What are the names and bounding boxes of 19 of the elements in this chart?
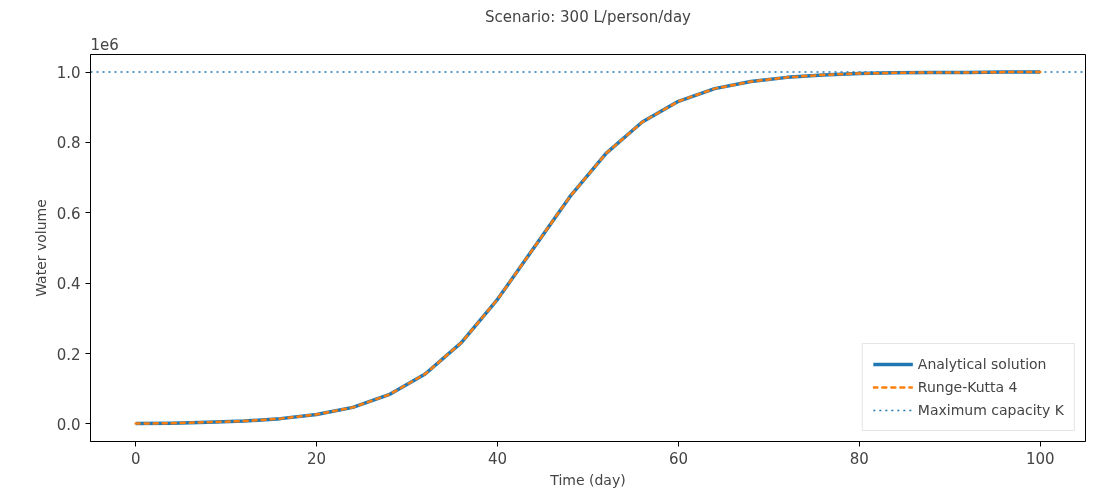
legend-label: Analytical solution bbox=[917, 356, 1047, 372]
legend-label: Runge-Kutta 4 bbox=[917, 379, 1018, 395]
x-axis-title: Time (day) bbox=[549, 471, 626, 488]
y-tick-label: 0.0 bbox=[56, 415, 81, 434]
x-tick-label: 40 bbox=[488, 449, 508, 468]
x-tick-label: 80 bbox=[849, 449, 869, 468]
x-tick-label: 0 bbox=[130, 449, 141, 468]
x-tick-label: 60 bbox=[668, 449, 688, 468]
y-axis-title: Water volume bbox=[32, 199, 49, 297]
y-tick-label: 0.4 bbox=[56, 275, 81, 294]
text: 1e6 bbox=[90, 35, 119, 54]
legend-label: Maximum capacity K bbox=[917, 402, 1064, 418]
x-tick-label: 100 bbox=[1025, 449, 1055, 468]
y-tick-label: 0.6 bbox=[56, 204, 81, 223]
x-tick-label: 20 bbox=[307, 449, 327, 468]
y-tick-label: 1.0 bbox=[56, 64, 81, 83]
y-tick-label: 0.2 bbox=[56, 345, 81, 364]
chart-title: Scenario: 300 L/person/day bbox=[485, 7, 692, 26]
y-tick-label: 0.8 bbox=[56, 134, 81, 153]
